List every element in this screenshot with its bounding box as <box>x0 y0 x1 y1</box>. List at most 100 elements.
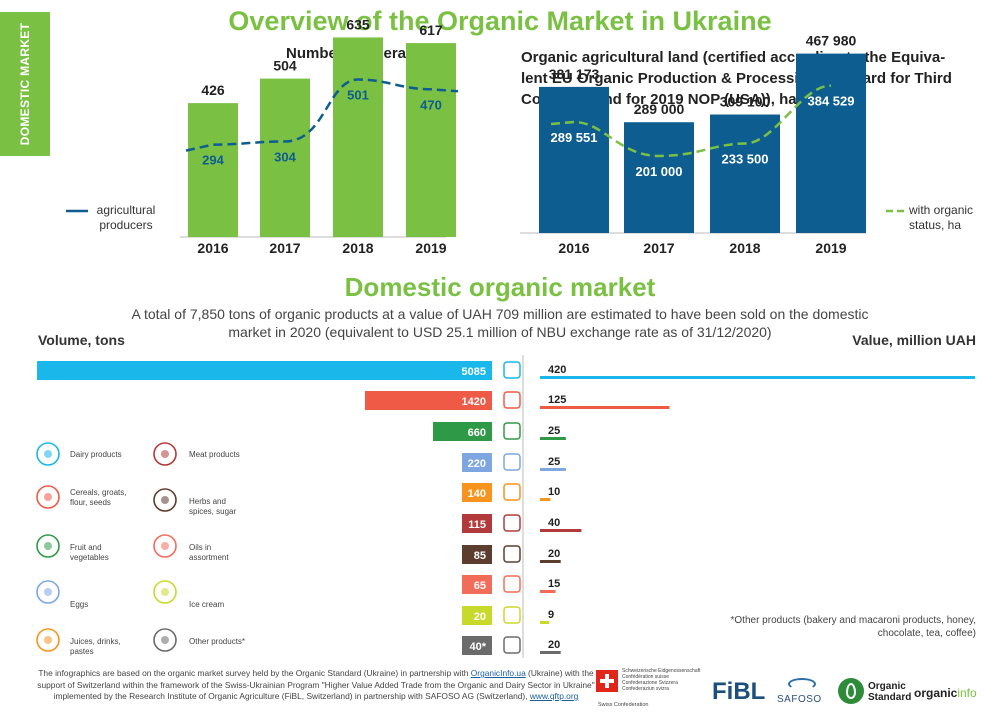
volume-bar-other-products <box>462 636 492 655</box>
eggs-icon-dot <box>44 588 52 596</box>
value-bar-dairy <box>540 376 975 379</box>
swiss-line-3: Confederazione Svizzera <box>622 680 678 686</box>
volume-label-fruit-vegetables: 660 <box>468 427 486 439</box>
volume-bar-meat <box>462 514 492 533</box>
land-organic-status-line <box>550 84 832 158</box>
organic-standard-line-1: Organic <box>868 681 906 692</box>
land-total-label-2019: 467 980 <box>806 33 857 49</box>
fibl-logo: FiBL <box>712 678 766 705</box>
value-bar-other-products <box>540 651 561 654</box>
volume-label-other-products: 40* <box>469 641 486 653</box>
swiss-flag-icon <box>596 670 618 692</box>
land-legend-label: with organic status, ha <box>909 203 974 232</box>
cereals-icon <box>36 485 60 509</box>
land-bar-2016 <box>539 86 609 233</box>
volume-bar-juices <box>462 483 492 502</box>
operators-bar-2018 <box>333 37 383 237</box>
meat-icon <box>153 442 177 466</box>
operators-bar-2016 <box>188 103 238 237</box>
swiss-confederation-logo: Schweizerische Eidgenossenschaft Confédé… <box>622 668 700 692</box>
legend-other-label: Other products* <box>189 637 246 646</box>
value-bar-herbs <box>540 560 561 563</box>
swiss-line-1: Schweizerische Eidgenossenschaft <box>622 668 701 674</box>
value-bar-cereals <box>540 406 670 409</box>
volume-bar-eggs <box>462 453 492 472</box>
section-title: Domestic organic market <box>344 272 656 302</box>
operators-year-label-2017: 2017 <box>269 240 300 256</box>
operators-total-label-2019: 617 <box>419 22 443 38</box>
oils-icon <box>153 534 177 558</box>
land-total-label-2018: 309 100 <box>720 94 771 110</box>
dairy-icon-dot <box>44 450 52 458</box>
meat-icon-dot <box>161 450 169 458</box>
land-organic-label-2016: 289 551 <box>551 130 598 145</box>
eggs-icon-center <box>503 453 521 471</box>
ice-cream-icon-center <box>503 606 521 624</box>
swiss-line-4: Confederaziun svizra <box>622 686 669 692</box>
land-total-label-2016: 381 173 <box>549 66 600 82</box>
operators-bar-2017 <box>260 78 310 237</box>
legend-herbs-label: Herbs and spices, sugar <box>189 497 237 516</box>
meat-icon-center <box>503 514 521 532</box>
organic-standard-leaf-icon <box>838 678 864 704</box>
juices-icon <box>36 628 60 652</box>
juices-icon-dot <box>44 636 52 644</box>
footer-text: The infographics are based on the organi… <box>36 668 596 703</box>
operators-year-label-2019: 2019 <box>415 240 446 256</box>
volume-label-cereals: 1420 <box>462 396 486 408</box>
herbs-icon <box>153 488 177 512</box>
value-bar-ice-cream <box>540 621 550 624</box>
other-products-icon-dot <box>161 636 169 644</box>
volume-label-ice-cream: 20 <box>474 611 486 623</box>
swiss-sub-label: Swiss Confederation <box>598 702 649 708</box>
dairy-icon <box>36 442 60 466</box>
safoso-logo: SAFOSO <box>777 694 822 705</box>
land-total-label-2017: 289 000 <box>634 101 685 117</box>
organicinfo-logo-part-2: info <box>957 686 977 700</box>
safoso-arc-icon <box>788 678 816 690</box>
operators-year-label-2016: 2016 <box>197 240 228 256</box>
operators-bar-2019 <box>406 43 456 238</box>
value-label-fruit-vegetables: 25 <box>548 425 560 437</box>
land-year-label-2017: 2017 <box>643 240 674 256</box>
value-label-other-products: 20 <box>548 639 560 651</box>
value-label-ice-cream: 9 <box>548 609 554 621</box>
land-year-label-2016: 2016 <box>558 240 589 256</box>
land-organic-label-2019: 384 529 <box>808 94 855 109</box>
oils-icon-center <box>503 575 521 593</box>
land-organic-label-2018: 233 500 <box>722 151 769 166</box>
side-tab: DOMESTIC MARKET <box>0 12 50 156</box>
land-organic-label-2017: 201 000 <box>636 164 683 179</box>
operators-producers-line <box>185 78 459 152</box>
value-label-dairy: 420 <box>548 364 566 376</box>
volume-bar-oils <box>462 575 492 594</box>
volume-bar-fruit-vegetables <box>432 422 492 441</box>
operators-legend-label: agricultural producers <box>96 203 156 232</box>
qftp-link[interactable]: www.qftp.org <box>529 691 579 701</box>
volume-label-oils: 65 <box>474 580 486 592</box>
volume-label-meat: 115 <box>468 519 486 531</box>
herbs-icon-dot <box>161 496 169 504</box>
organic-standard-logo: Organic Standard <box>868 681 911 703</box>
land-bar-2019 <box>796 53 866 233</box>
swiss-line-2: Confédération suisse <box>622 674 669 680</box>
value-bar-eggs <box>540 468 566 471</box>
other-products-note: *Other products (bakery and macaroni pro… <box>730 615 977 639</box>
legend-ice-cream-label: Ice cream <box>189 600 225 609</box>
value-bar-oils <box>540 590 556 593</box>
herbs-icon-center <box>503 545 521 563</box>
footer-text-2: (Ukraine) with the support of Switzerlan… <box>37 668 595 701</box>
volume-bar-ice-cream <box>462 606 492 625</box>
dairy-icon-center <box>503 361 521 379</box>
organicinfo-link[interactable]: OrganicInfo.ua <box>470 668 526 678</box>
value-label-juices: 10 <box>548 486 560 498</box>
volume-axis-title: Volume, tons <box>38 332 125 348</box>
value-label-oils: 15 <box>548 578 560 590</box>
volume-bar-cereals <box>364 391 492 410</box>
other-products-icon-center <box>503 636 521 654</box>
fruit-vegetables-icon-center <box>503 422 521 440</box>
other-products-icon <box>153 628 177 652</box>
operators-total-label-2018: 635 <box>346 16 370 32</box>
operators-total-label-2016: 426 <box>201 82 225 98</box>
